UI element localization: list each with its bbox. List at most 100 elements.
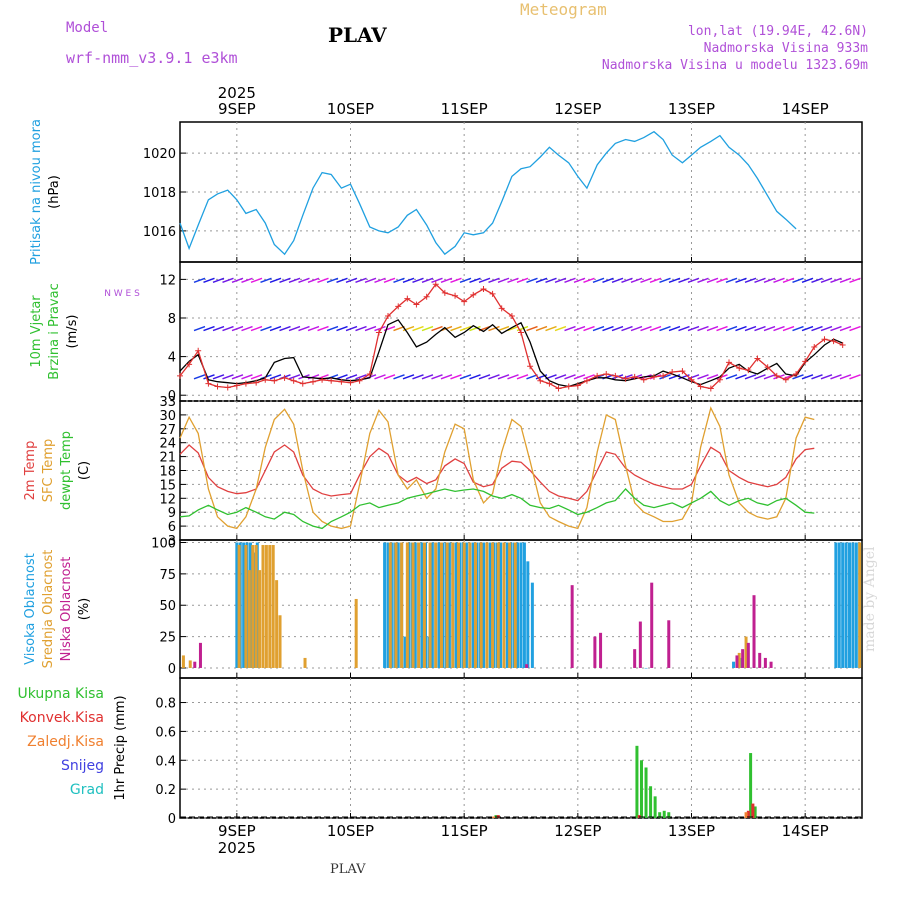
wind-barb: [516, 374, 529, 380]
wind-barb: [792, 277, 804, 283]
precip-legend-4: Grad: [70, 782, 104, 798]
wind-barb: [241, 277, 253, 283]
wind-gust-marker: [470, 291, 477, 298]
wind-ytick-label-2: 8: [168, 312, 176, 327]
wind-gust-marker: [679, 368, 686, 375]
wind-barb: [203, 277, 215, 283]
wind-barb: [507, 374, 519, 380]
wind-barb: [507, 325, 519, 332]
pressure-ylabel-1: (hPa): [47, 175, 62, 209]
wind-barb: [763, 277, 776, 283]
panel-pressure: 1016 1018 1020 Pritisak na nivou mora (hPa): [29, 119, 863, 265]
wind-barb: [497, 325, 510, 332]
wind-barb: [326, 277, 339, 283]
wind-barb: [763, 374, 776, 380]
wind-gust-marker: [356, 377, 363, 384]
clouds-srednja-oblacnost-bar: [258, 570, 262, 668]
clouds-visoka-oblacnost-bar: [837, 542, 841, 668]
clouds-visoka-oblacnost-bars: [235, 542, 862, 669]
clouds-srednja-oblacnost-bar: [271, 545, 275, 668]
time-tick-top-4: 13SEP: [668, 100, 715, 118]
wind-barb: [469, 277, 481, 283]
precip-ukupna-kisa-bars: [494, 745, 757, 818]
wind-gust-marker: [537, 377, 544, 384]
wind-barb: [507, 277, 519, 283]
clouds-niska-oblacnost-bar: [525, 664, 529, 668]
clouds-srednja-oblacnost-bar: [188, 660, 192, 668]
time-tick-bottom-2: 11SEP: [441, 822, 488, 840]
wind-barb: [687, 325, 700, 332]
wind-barb: [611, 325, 624, 332]
wind-barb: [250, 325, 263, 332]
precip-ukupna-kisa-bar: [753, 806, 757, 818]
wind-barb: [811, 277, 823, 283]
clouds-visoka-oblacnost-bar: [526, 561, 530, 668]
clouds-visoka-oblacnost-bar: [403, 636, 407, 668]
wind-barb: [735, 374, 747, 380]
wind-barb: [450, 325, 462, 332]
wind-barb: [307, 277, 320, 283]
clouds-visoka-oblacnost-bar: [844, 542, 848, 668]
wind-barb: [212, 277, 225, 283]
wind-ytick-label-0: 0: [168, 389, 176, 404]
clouds-srednja-oblacnost-bar: [247, 570, 251, 668]
wind-barb: [659, 277, 671, 283]
wind-barb: [288, 374, 301, 380]
wind-barb: [488, 325, 500, 332]
wind-barb: [260, 325, 272, 332]
clouds-srednja-oblacnost-bar: [417, 542, 421, 668]
time-tick-top-5: 14SEP: [782, 100, 829, 118]
precip-ytick-label-3: 0.6: [155, 725, 176, 740]
wind-barb: [545, 325, 557, 332]
clouds-srednja-oblacnost-bar: [264, 545, 268, 668]
clouds-visoka-oblacnost-bar: [386, 542, 390, 668]
precip-legend-2: Zaledj.Kisa: [27, 734, 104, 750]
temperature-ylabel-3: (C): [77, 461, 92, 480]
wind-barb: [602, 277, 614, 283]
precip-ukupna-kisa-bar: [658, 812, 662, 818]
temperature-ylabel-1: SFC Temp: [41, 439, 56, 503]
wind-barb: [431, 325, 443, 332]
clouds-srednja-oblacnost-bar: [456, 542, 460, 668]
wind-barb: [298, 325, 310, 332]
panel-precip: 0 0.2 0.4 0.6 0.8 Ukupna Kisa Konvek.Kisa Zaled…: [17, 677, 863, 827]
wind-barb: [697, 277, 709, 283]
wind-barb: [440, 374, 453, 380]
wind-barb: [364, 325, 377, 332]
wind-barb: [269, 374, 282, 380]
precip-konvek-kisa-bar: [746, 810, 750, 818]
wind-barb: [383, 277, 396, 283]
clouds-srednja-oblacnost-bar: [275, 580, 279, 668]
wind-gust-marker: [518, 329, 524, 336]
wind-gust-marker: [271, 377, 278, 384]
pressure-pritisak-na-nivou-mora-line: [179, 130, 797, 256]
wind-barb: [801, 374, 814, 380]
wind-barb: [431, 277, 443, 283]
wind-ytick-label-3: 12: [159, 273, 176, 288]
wind-barb: [279, 277, 291, 283]
wind-barb: [364, 277, 377, 283]
wind-barb: [621, 325, 633, 332]
wind-barb: [811, 325, 823, 332]
wind-barb: [231, 277, 244, 283]
wind-barb: [697, 325, 709, 332]
wind-barb: [640, 277, 652, 283]
clouds-ylabel-2: Niska Oblacnost: [59, 557, 74, 662]
precip-legend-0: Ukupna Kisa: [17, 686, 104, 702]
precip-ylabel: 1hr Precip (mm): [113, 695, 128, 800]
pressure-ytick-label-1: 1018: [143, 186, 176, 201]
wind-barb: [640, 325, 652, 332]
wind-barb: [440, 277, 453, 283]
time-tick-bottom-0: 9SEP: [218, 822, 256, 840]
wind-barb-row-1: [193, 325, 861, 332]
wind-barb: [839, 277, 852, 283]
wind-gust-marker: [736, 365, 743, 372]
clouds-niska-oblacnost-bar: [752, 595, 756, 668]
clouds-visoka-oblacnost-bar: [499, 542, 503, 668]
wind-barb: [535, 325, 548, 332]
wind-barb: [744, 325, 757, 332]
clouds-srednja-oblacnost-bar: [485, 542, 489, 668]
clouds-srednja-oblacnost-bar: [303, 657, 307, 668]
wind-barb: [735, 325, 747, 332]
wind-gust-marker: [205, 380, 212, 387]
